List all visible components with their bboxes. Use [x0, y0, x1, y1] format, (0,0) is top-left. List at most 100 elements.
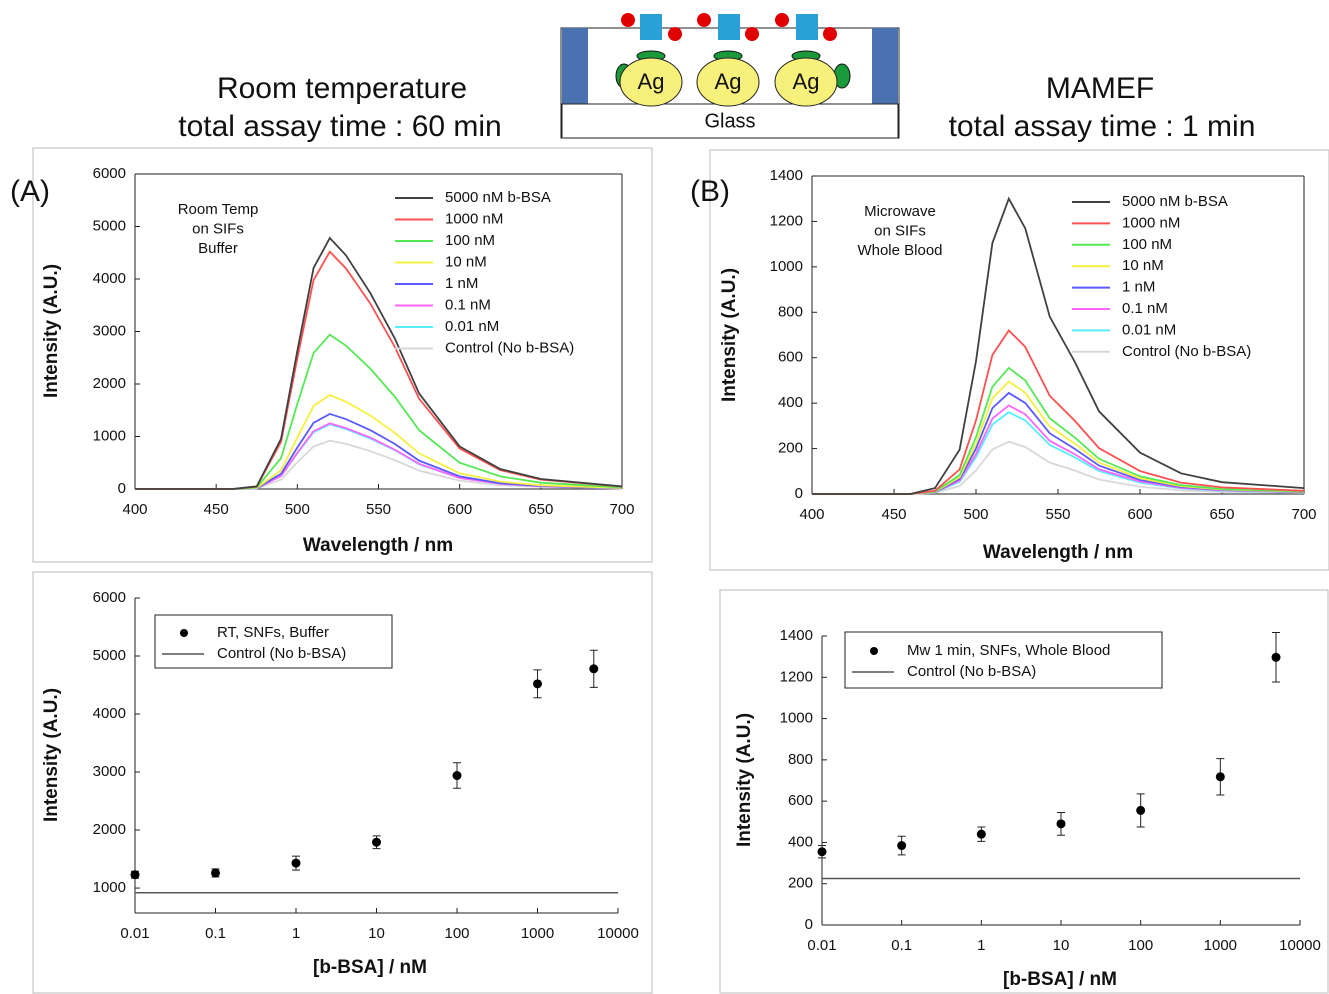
legend-label: 1 nM — [445, 275, 478, 292]
annotation: Microwave — [864, 203, 936, 220]
silver-particles — [619, 57, 838, 107]
series-line — [135, 394, 623, 490]
chart-frame — [32, 571, 653, 994]
y-tick-label: 0 — [805, 916, 813, 933]
y-tick-label: 0 — [118, 480, 126, 497]
chart-frame — [709, 149, 1329, 571]
data-point — [976, 829, 986, 839]
panel-label: (B) — [690, 175, 730, 208]
legend-marker — [870, 647, 878, 655]
diagram-glass — [561, 103, 899, 139]
y-tick-label: 800 — [788, 751, 813, 768]
legend-label: Control (No b-BSA) — [907, 663, 1036, 680]
header-left-subtitle: total assay time : 60 min — [178, 110, 501, 143]
series-line — [135, 333, 623, 490]
y-tick-label: 6000 — [93, 165, 126, 182]
y-tick-label: 400 — [788, 833, 813, 850]
series-line — [135, 439, 623, 490]
y-tick-label: 2000 — [93, 375, 126, 392]
y-tick-label: 1400 — [770, 167, 803, 184]
legend-label: 5000 nM b-BSA — [445, 189, 551, 206]
y-tick-label: 3000 — [93, 322, 126, 339]
x-tick-label: 450 — [881, 506, 906, 523]
x-tick-label: 500 — [285, 501, 310, 518]
annotation: on SIFs — [192, 220, 244, 237]
diagram-wall — [562, 28, 588, 104]
y-tick-label: 1000 — [93, 427, 126, 444]
header-right-subtitle: total assay time : 1 min — [949, 110, 1256, 143]
x-axis-label: [b-BSA] / nM — [313, 957, 427, 978]
x-tick-label: 400 — [122, 501, 147, 518]
x-axis-label: [b-BSA] / nM — [1003, 969, 1117, 990]
header-left-title: Room temperature — [217, 72, 467, 105]
y-tick-label: 1000 — [770, 258, 803, 275]
y-tick-label: 600 — [788, 792, 813, 809]
y-tick-label: 6000 — [93, 589, 126, 606]
y-tick-label: 1400 — [780, 627, 813, 644]
diagram-wall — [872, 28, 898, 104]
legend-label: Mw 1 min, SNFs, Whole Blood — [907, 642, 1110, 659]
y-tick-label: 5000 — [93, 647, 126, 664]
legend-label: Control (No b-BSA) — [1122, 343, 1251, 360]
annotation: Whole Blood — [857, 242, 942, 259]
data-point — [533, 679, 542, 689]
antibody-group — [640, 14, 818, 40]
data-point — [1271, 652, 1281, 662]
y-tick-label: 1200 — [770, 212, 803, 229]
y-axis-label: Intensity (A.U.) — [734, 713, 755, 847]
legend-box — [154, 614, 393, 669]
series-line — [812, 366, 1305, 495]
x-tick-label: 100 — [444, 925, 469, 942]
x-tick-label: 100 — [1128, 937, 1153, 954]
y-tick-label: 200 — [778, 440, 803, 457]
data-point — [372, 837, 381, 847]
data-point — [211, 868, 220, 878]
y-tick-label: 4000 — [93, 270, 126, 287]
x-tick-label: 0.1 — [891, 937, 912, 954]
data-point — [817, 847, 827, 857]
y-tick-label: 200 — [788, 875, 813, 892]
x-tick-label: 10 — [368, 925, 385, 942]
x-tick-label: 600 — [1127, 506, 1152, 523]
legend-label: 0.01 nM — [1122, 321, 1176, 338]
x-tick-label: 600 — [447, 501, 472, 518]
particle-label: Ag — [715, 69, 742, 94]
x-tick-label: 0.01 — [807, 937, 836, 954]
particle-label: Ag — [638, 69, 665, 94]
assay-diagram: Ag Ag Ag Glass — [560, 13, 900, 139]
annotation: Room Temp — [178, 201, 259, 218]
fluorophores — [621, 13, 837, 41]
data-point — [1056, 819, 1066, 829]
y-axis-label: Intensity (A.U.) — [41, 688, 62, 822]
legend-label: 1000 nM — [445, 210, 503, 227]
x-tick-label: 550 — [1045, 506, 1070, 523]
y-tick-label: 3000 — [93, 763, 126, 780]
data-point — [1215, 772, 1225, 782]
y-tick-label: 0 — [795, 485, 803, 502]
y-tick-label: 1200 — [780, 668, 813, 685]
y-tick-label: 4000 — [93, 705, 126, 722]
data-point — [897, 841, 907, 851]
x-tick-label: 650 — [528, 501, 553, 518]
x-tick-label: 1 — [977, 937, 985, 954]
y-axis-label: Intensity (A.U.) — [719, 268, 740, 402]
series-line — [135, 412, 623, 490]
legend-label: 1 nM — [1122, 279, 1155, 296]
x-tick-label: 10 — [1053, 937, 1070, 954]
annotation: on SIFs — [874, 222, 926, 239]
x-tick-label: 1 — [292, 925, 300, 942]
series-line — [812, 391, 1305, 495]
legend-box — [844, 631, 1163, 689]
x-tick-label: 1000 — [1204, 937, 1237, 954]
x-tick-label: 500 — [963, 506, 988, 523]
y-tick-label: 5000 — [93, 217, 126, 234]
chart-frame — [719, 589, 1329, 994]
y-tick-label: 600 — [778, 349, 803, 366]
annotation: Buffer — [198, 240, 238, 257]
legend-marker — [180, 629, 188, 637]
legend-label: 1000 nM — [1122, 214, 1180, 231]
y-tick-label: 400 — [778, 394, 803, 411]
x-tick-label: 10000 — [1279, 937, 1321, 954]
legend-label: 100 nM — [445, 232, 495, 249]
